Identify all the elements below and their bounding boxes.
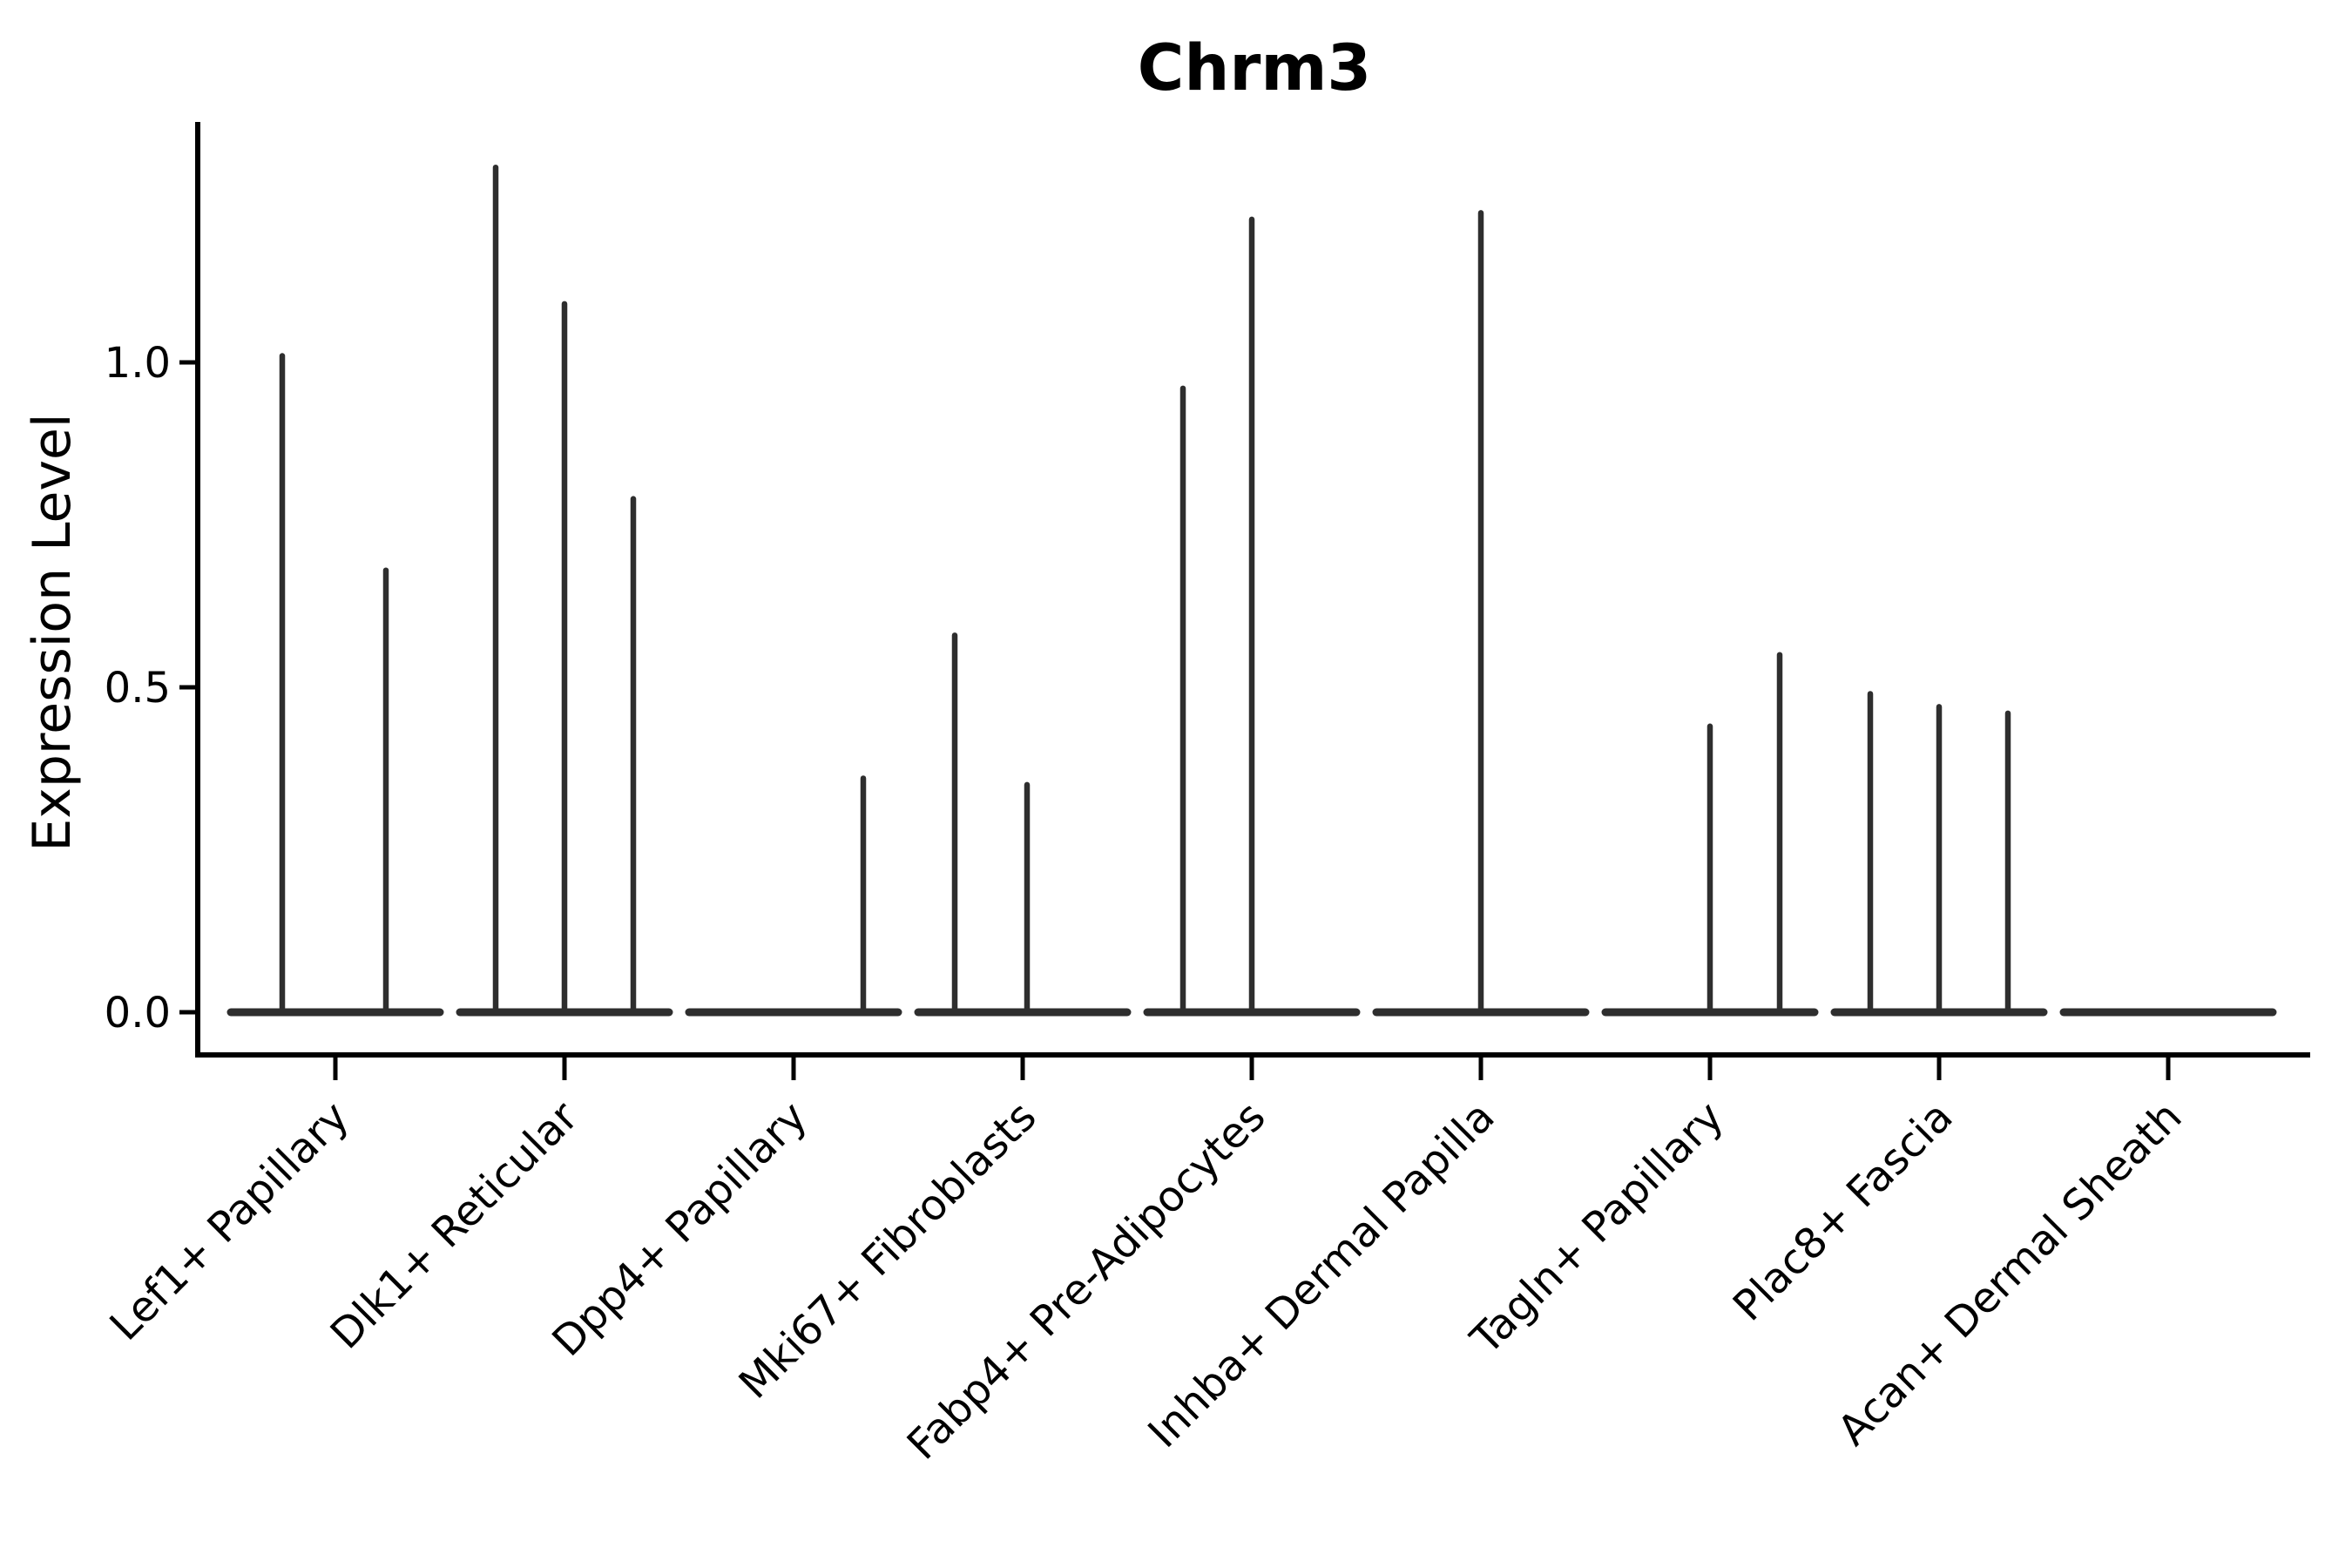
y-tick-label: 0.0 <box>105 989 171 1037</box>
y-tick-label: 1.0 <box>105 339 171 388</box>
x-tick-label: Plac8+ Fascia <box>1724 1092 1963 1331</box>
y-axis-label: Expression Level <box>22 413 83 851</box>
x-tick-label: Dlk1+ Reticular <box>321 1092 588 1359</box>
y-tick-label: 0.5 <box>105 664 171 713</box>
plot-title: Chrm3 <box>1138 31 1371 105</box>
x-tick-label: Dpp4+ Papillary <box>543 1092 816 1366</box>
x-tick-label: Lef1+ Papillary <box>101 1092 359 1350</box>
x-tick-label: Tagln+ Papillary <box>1461 1092 1733 1364</box>
violins-layer <box>226 164 2277 1017</box>
